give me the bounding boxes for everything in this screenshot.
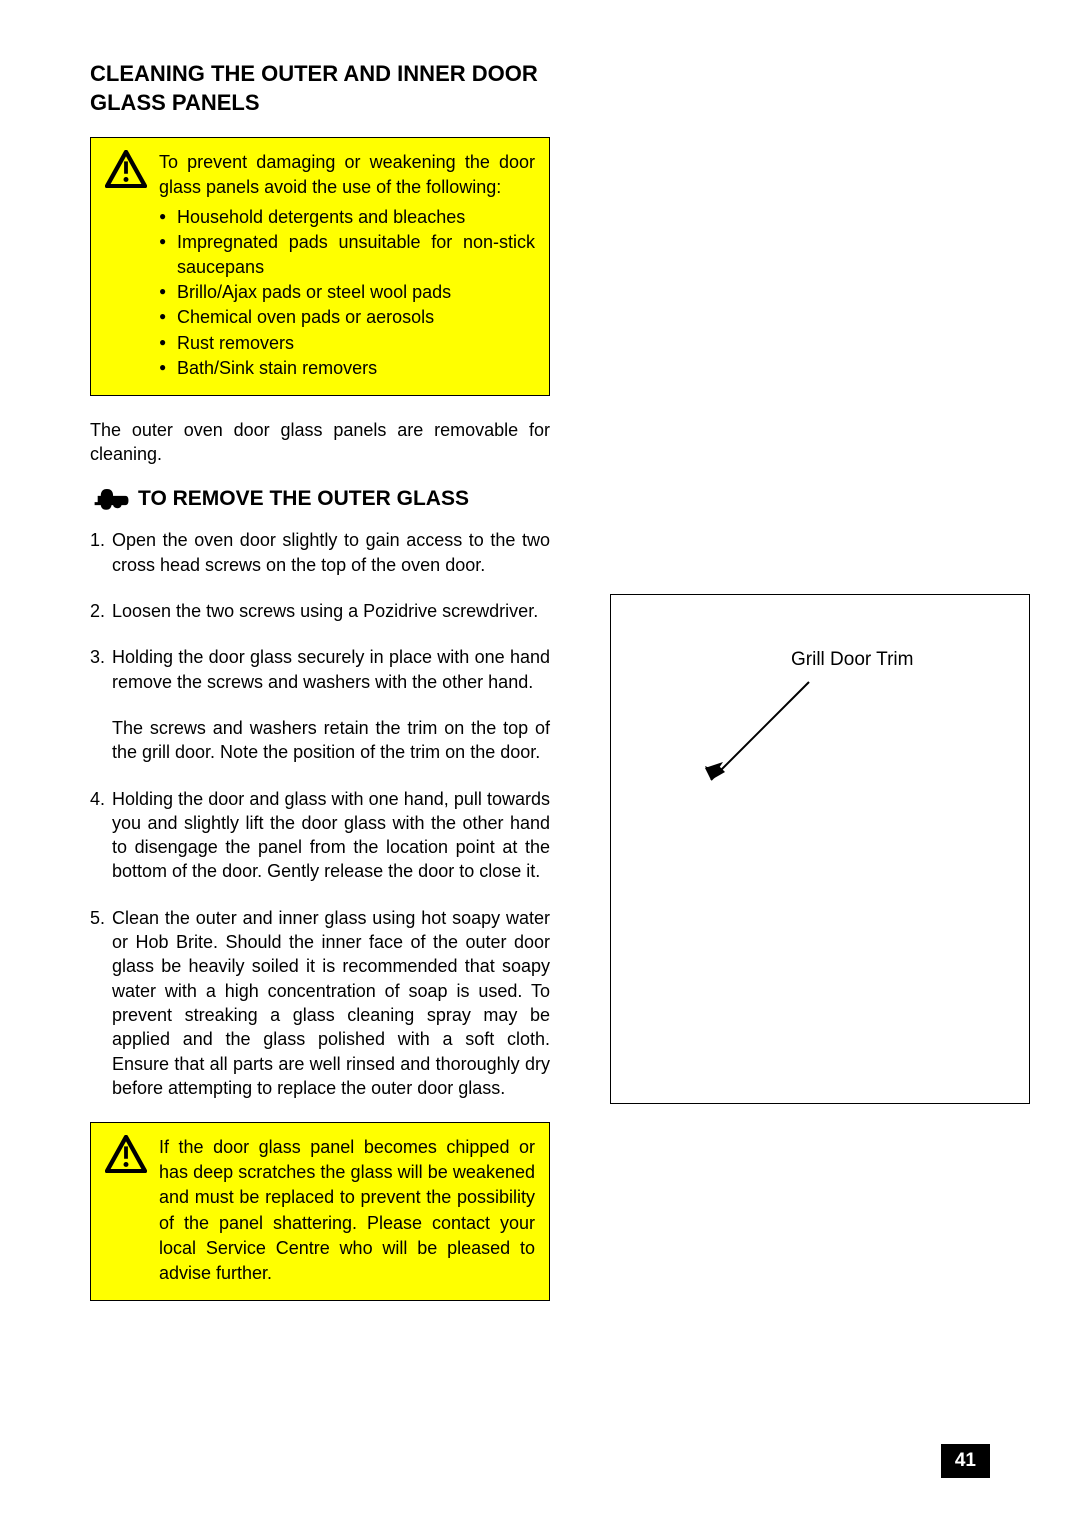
step-text: Holding the door and glass with one hand…: [112, 789, 550, 882]
warning-box-1: To prevent damaging or weakening the doo…: [90, 137, 550, 396]
step-text: Holding the door glass securely in place…: [112, 647, 550, 691]
warning-item: Household detergents and bleaches: [159, 205, 535, 230]
diagram-label: Grill Door Trim: [791, 649, 913, 671]
warning-list: Household detergents and bleaches Impreg…: [159, 205, 535, 381]
main-container: CLEANING THE OUTER AND INNER DOOR GLASS …: [90, 60, 990, 1323]
warning-triangle-icon: [105, 1135, 147, 1173]
warning-triangle-icon: [105, 150, 147, 188]
step-item: Loosen the two screws using a Pozidrive …: [90, 599, 550, 623]
warning-box-2: If the door glass panel becomes chipped …: [90, 1122, 550, 1301]
left-column: CLEANING THE OUTER AND INNER DOOR GLASS …: [90, 60, 550, 1323]
step-text: Open the oven door slightly to gain acce…: [112, 530, 550, 574]
step-text: Loosen the two screws using a Pozidrive …: [112, 601, 538, 621]
section-title: CLEANING THE OUTER AND INNER DOOR GLASS …: [90, 60, 550, 117]
warning-item: Impregnated pads unsuitable for non-stic…: [159, 230, 535, 280]
diagram-arrow: [701, 680, 821, 800]
warning-icon-wrap: [105, 1135, 147, 1286]
steps-list: Open the oven door slightly to gain acce…: [90, 528, 550, 1100]
diagram-box: Grill Door Trim: [610, 594, 1030, 1104]
step-item: Holding the door and glass with one hand…: [90, 787, 550, 884]
warning-item: Chemical oven pads or aerosols: [159, 305, 535, 330]
warning-intro: To prevent damaging or weakening the doo…: [159, 150, 535, 200]
warning-item: Rust removers: [159, 331, 535, 356]
step-text: Clean the outer and inner glass using ho…: [112, 908, 550, 1098]
warning-content-2: If the door glass panel becomes chipped …: [105, 1135, 535, 1286]
step-item: Open the oven door slightly to gain acce…: [90, 528, 550, 577]
step-item: Clean the outer and inner glass using ho…: [90, 906, 550, 1100]
body-paragraph: The outer oven door glass panels are rem…: [90, 418, 550, 467]
warning-item: Bath/Sink stain removers: [159, 356, 535, 381]
step-extra: The screws and washers retain the trim o…: [112, 716, 550, 765]
warning-content-1: To prevent damaging or weakening the doo…: [105, 150, 535, 381]
right-column: Grill Door Trim: [610, 60, 1030, 1323]
warning-text-2: If the door glass panel becomes chipped …: [159, 1135, 535, 1286]
warning-item: Brillo/Ajax pads or steel wool pads: [159, 280, 535, 305]
page-number: 41: [941, 1444, 990, 1478]
subsection-heading: TO REMOVE THE OUTER GLASS: [90, 486, 550, 512]
subsection-title: TO REMOVE THE OUTER GLASS: [138, 487, 469, 511]
warning-icon-wrap: [105, 150, 147, 381]
warning-text-1: To prevent damaging or weakening the doo…: [159, 150, 535, 381]
step-item: Holding the door glass securely in place…: [90, 645, 550, 764]
pointing-hand-icon: [90, 486, 130, 512]
